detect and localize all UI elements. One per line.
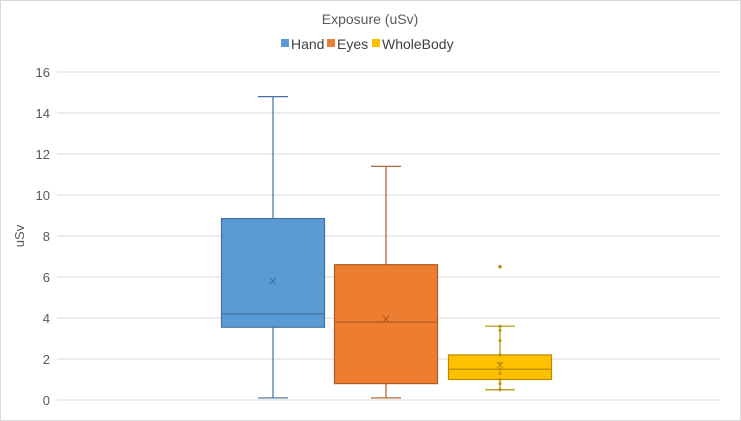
data-point [498, 353, 502, 357]
box-wholebody [447, 264, 553, 392]
legend: Hand Eyes WholeBody [281, 36, 454, 52]
legend-swatch-hand [281, 39, 289, 47]
interquartile-box [220, 217, 326, 328]
legend-label-hand: Hand [291, 36, 324, 52]
data-point [498, 382, 502, 386]
outlier-point [498, 264, 502, 269]
legend-swatch-wholebody [372, 39, 380, 47]
interquartile-box [333, 264, 439, 385]
box-eyes [333, 165, 439, 399]
y-tick-label: 2 [43, 352, 50, 367]
y-tick-label: 14 [36, 106, 50, 121]
grid-lines [57, 71, 720, 401]
y-axis-tick-labels: 0 2 4 6 8 10 12 14 16 [36, 65, 50, 408]
y-axis-label: uSv [12, 224, 27, 247]
data-point [498, 324, 502, 328]
y-tick-label: 6 [43, 270, 50, 285]
interquartile-box [447, 354, 553, 381]
y-tick-label: 12 [36, 147, 50, 162]
data-point [498, 388, 502, 392]
data-point [498, 361, 502, 365]
box-hand [220, 95, 326, 399]
y-tick-label: 4 [43, 311, 50, 326]
data-point [498, 371, 502, 375]
data-point [498, 377, 502, 382]
legend-swatch-eyes [327, 39, 335, 47]
legend-label-eyes: Eyes [337, 36, 368, 52]
data-point [498, 328, 502, 332]
legend-label-wholebody: WholeBody [382, 36, 454, 52]
data-point [498, 367, 502, 371]
y-tick-label: 0 [43, 393, 50, 408]
mean-marker [382, 315, 390, 323]
y-tick-label: 10 [36, 188, 50, 203]
box-series [220, 95, 553, 399]
mean-marker [496, 361, 504, 369]
data-point [498, 338, 502, 343]
chart-title: Exposure (uSv) [322, 11, 418, 27]
mean-marker [269, 277, 277, 285]
y-tick-label: 8 [43, 229, 50, 244]
y-tick-label: 16 [36, 65, 50, 80]
